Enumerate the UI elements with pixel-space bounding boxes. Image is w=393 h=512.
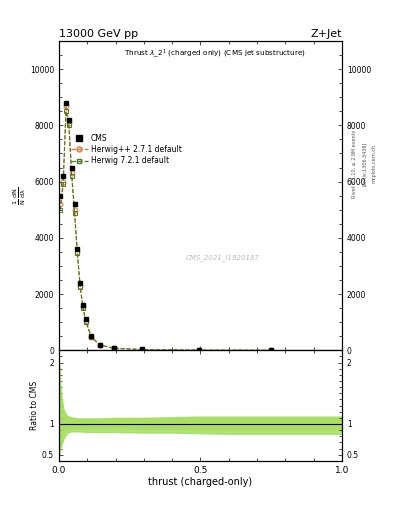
- Legend: CMS, Herwig++ 2.7.1 default, Herwig 7.2.1 default: CMS, Herwig++ 2.7.1 default, Herwig 7.2.…: [68, 132, 184, 167]
- Y-axis label: Ratio to CMS: Ratio to CMS: [30, 381, 39, 430]
- Text: Rivet 3.1.10, ≥ 2.9M events: Rivet 3.1.10, ≥ 2.9M events: [352, 130, 357, 198]
- Text: Z+Jet: Z+Jet: [310, 29, 342, 39]
- Text: 13000 GeV pp: 13000 GeV pp: [59, 29, 138, 39]
- Text: Thrust $\lambda\_2^1$ (charged only) (CMS jet substructure): Thrust $\lambda\_2^1$ (charged only) (CM…: [123, 47, 306, 60]
- Text: [arXiv:1306.3436]: [arXiv:1306.3436]: [362, 142, 367, 186]
- Text: mcplots.cern.ch: mcplots.cern.ch: [371, 144, 376, 183]
- Text: CMS_2021_I1920187: CMS_2021_I1920187: [186, 254, 260, 261]
- X-axis label: thrust (charged-only): thrust (charged-only): [149, 477, 252, 487]
- Y-axis label: $\mathrm{\frac{1}{N}\,\frac{dN}{d\lambda}}$: $\mathrm{\frac{1}{N}\,\frac{dN}{d\lambda…: [12, 187, 28, 205]
